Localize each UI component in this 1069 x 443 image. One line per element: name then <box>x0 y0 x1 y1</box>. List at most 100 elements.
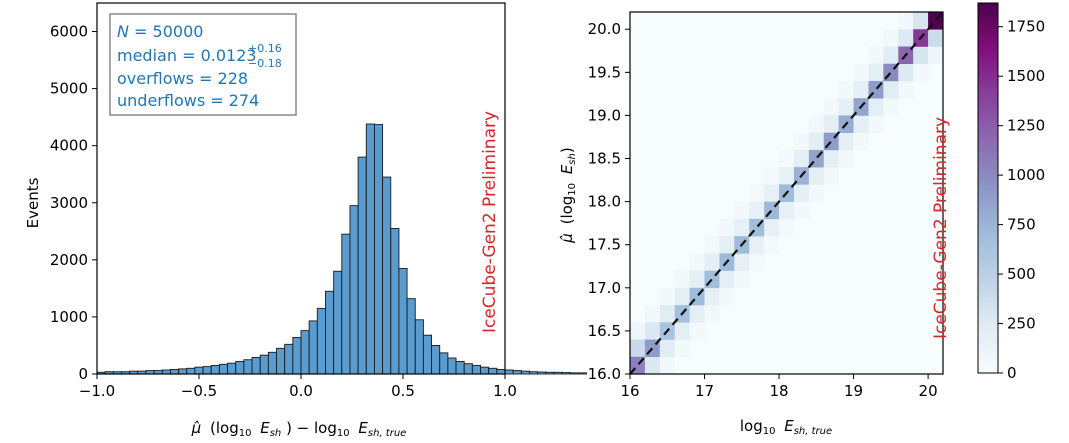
heatmap-cell <box>838 149 854 168</box>
histogram-y-tick-label: 2000 <box>50 251 88 269</box>
histogram-bar <box>325 290 335 375</box>
heatmap-cell <box>749 253 765 271</box>
heatmap-cell <box>719 218 735 237</box>
histogram-y-tick-label: 6000 <box>50 23 88 41</box>
histogram-bar <box>520 370 530 375</box>
heatmap-cell <box>779 201 795 220</box>
colorbar-tick-label: 750 <box>1007 216 1036 234</box>
heatmap-cell <box>689 305 705 323</box>
histogram-bar <box>243 359 253 375</box>
histogram-bar <box>471 364 481 375</box>
histogram-bar <box>194 366 204 375</box>
heatmap-cell <box>674 287 690 306</box>
heatmap-cell <box>719 270 735 289</box>
heatmap-cell <box>793 132 810 151</box>
histogram-y-tick-label: 5000 <box>50 80 88 98</box>
histogram-bar <box>316 307 326 375</box>
heatmap-cell <box>838 98 854 116</box>
heatmap-cell <box>719 236 735 254</box>
heatmap-cell <box>883 29 899 47</box>
heatmap-frame-rect <box>629 11 944 375</box>
heatmap-x-tick-label: 20 <box>919 382 938 400</box>
heatmap-cell <box>853 132 869 151</box>
heatmap-y-tick-label: 19.5 <box>588 63 621 81</box>
histogram-bar <box>480 366 490 375</box>
heatmap-cell <box>913 63 929 82</box>
heatmap-cell <box>853 63 869 82</box>
histogram-x-ticks: −1.0 −0.5 0.0 0.5 1.0 <box>79 374 517 400</box>
histogram-bar <box>218 363 229 375</box>
heatmap-cell <box>898 29 914 47</box>
histogram-bar <box>341 233 351 375</box>
colorbar-tick-label: 500 <box>1007 265 1036 283</box>
stat-overflows: overflows = 228 <box>117 69 248 88</box>
heatmap-cell <box>928 46 944 65</box>
heatmap-cell <box>823 98 839 116</box>
heatmap-cell <box>719 287 735 306</box>
heatmap-cell <box>764 218 780 237</box>
heatmap-cell <box>644 305 661 323</box>
heatmap-cell <box>853 80 869 99</box>
histogram-x-tick-label: −0.5 <box>181 382 217 400</box>
heatmap-cell <box>704 305 720 323</box>
heatmap-cell <box>659 339 676 358</box>
histogram-bar <box>577 372 588 375</box>
histogram-bar <box>512 370 522 375</box>
heatmap-cell <box>644 356 661 375</box>
histogram-bar <box>398 267 408 375</box>
colorbar-tick-label: 1750 <box>1007 18 1045 36</box>
heatmap-cell <box>838 132 854 151</box>
heatmap-cell <box>659 305 676 323</box>
histogram-bar <box>308 320 318 375</box>
histogram-bar <box>300 330 310 375</box>
heatmap-cell <box>734 201 750 220</box>
stat-underflows: underflows = 274 <box>117 91 259 110</box>
heatmap-cell <box>659 356 676 375</box>
histogram-bar <box>365 123 375 375</box>
heatmap-cell <box>898 80 914 99</box>
stat-median-plus: +0.16 <box>248 42 282 55</box>
histogram-bar <box>357 156 367 375</box>
heatmap-panel: 16 17 18 19 20 16.016.517.017.518.018.519.01… <box>558 2 1045 438</box>
histogram-panel: −1.0 −0.5 0.0 0.5 1.0 0 1000 2000 3000 4000 5000 6… <box>24 2 588 440</box>
heatmap-y-ticks: 16.0 16.5 17.0 17.5 18.0 18.5 19.0 19.5 20.0 <box>588 20 630 383</box>
heatmap-cell <box>913 12 929 30</box>
histogram-bar <box>186 367 196 375</box>
heatmap-cell <box>689 253 705 271</box>
histogram-bar <box>284 343 294 375</box>
heatmap-y-tick-label: 17.0 <box>588 279 621 297</box>
heatmap-x-tick-label: 17 <box>695 382 714 400</box>
heatmap-cell <box>764 236 780 254</box>
colorbar-tick-label: 1000 <box>1007 166 1045 184</box>
heatmap-cell <box>853 115 869 133</box>
histogram-bar <box>561 372 571 375</box>
histogram-bar <box>382 176 392 375</box>
histogram-bar <box>333 270 343 375</box>
heatmap-y-tick-label: 19.0 <box>588 106 621 124</box>
heatmap-cell <box>808 115 825 133</box>
heatmap-cell <box>734 218 750 237</box>
histogram-x-label: μ̂ (log10 Esh ) − log10 Esh, true <box>191 419 407 440</box>
heatmap-cell <box>704 236 720 254</box>
histogram-bar <box>276 347 286 375</box>
histogram-bar <box>431 345 441 375</box>
heatmap-x-label: log10 Esh, true <box>740 417 832 438</box>
histogram-y-label: Events <box>24 177 42 228</box>
histogram-bar <box>202 366 212 375</box>
heatmap-x-tick-label: 16 <box>620 382 639 400</box>
heatmap-x-tick-label: 18 <box>770 382 789 400</box>
heatmap-cell <box>898 12 914 30</box>
histogram-y-tick-label: 3000 <box>50 194 88 212</box>
heatmap-cell <box>630 339 646 358</box>
histogram-y-tick-label: 1000 <box>50 308 88 326</box>
histogram-x-tick-label: 1.0 <box>493 382 517 400</box>
histogram-bar <box>537 371 547 375</box>
heatmap-cell <box>793 184 810 202</box>
histogram-y-tick-label: 0 <box>78 365 88 383</box>
colorbar-tick-label: 1250 <box>1007 117 1045 135</box>
histogram-bar <box>569 372 579 375</box>
heatmap-y-tick-label: 18.0 <box>588 193 621 211</box>
heatmap-cell <box>928 29 944 47</box>
histogram-bar <box>463 363 473 375</box>
histogram-bar <box>488 367 498 375</box>
